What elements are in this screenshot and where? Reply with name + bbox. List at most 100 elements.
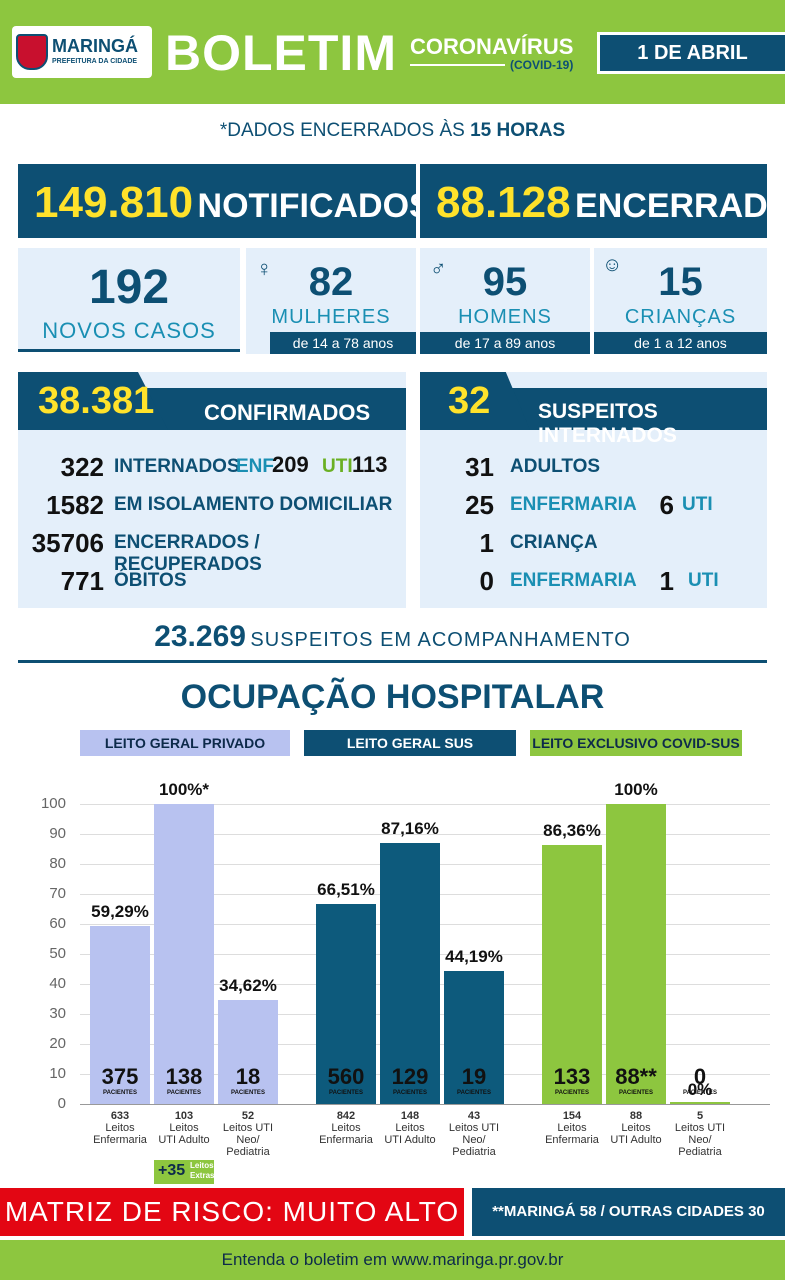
note-prefix: *DADOS ENCERRADOS ÀS	[219, 120, 471, 141]
adults-uti-label: UTI	[682, 494, 713, 515]
child-label: CRIANÇA	[510, 532, 598, 553]
bar-percent-label: 86,36%	[543, 820, 601, 840]
deaths-count: 771	[60, 566, 104, 596]
men-value: 95	[482, 260, 528, 304]
suspects-value: 32	[448, 380, 491, 422]
patients-count: 375	[101, 1064, 139, 1089]
suspects-section: 32 SUSPEITOS INTERNADOS 31 ADULTOS 25 EN…	[420, 372, 767, 608]
patients-label: PACIENTES	[103, 1090, 137, 1096]
child-uti-label: UTI	[688, 570, 719, 591]
y-tick-label: 80	[49, 855, 66, 872]
bar	[218, 1000, 278, 1104]
bed-category: Pediatria	[452, 1146, 496, 1158]
suspects-label: SUSPEITOS INTERNADOS	[538, 400, 677, 447]
man-icon: ♂	[430, 256, 447, 281]
beds-count: 148	[400, 1110, 420, 1122]
beds-count: 103	[174, 1110, 194, 1122]
patients-count: 0	[693, 1064, 707, 1089]
occupancy-chart: 0 10 20 30 40 50 60 70 80 90 100 LEITO GERAL PRIVAD…	[0, 726, 785, 1186]
hospitalized-label: INTERNADOS	[114, 456, 240, 477]
y-tick-label: 50	[49, 945, 66, 962]
women-value: 82	[308, 260, 354, 304]
y-tick-label: 90	[49, 825, 66, 842]
bar	[380, 842, 440, 1104]
patients-label: PACIENTES	[393, 1090, 427, 1096]
new-cases-value: 192	[88, 261, 170, 314]
patients-label: PACIENTES	[555, 1090, 589, 1096]
hospitalized-count: 322	[60, 452, 104, 482]
baby-icon: ☺	[602, 254, 623, 276]
notified-box: 149.810 NOTIFICADOS	[18, 164, 432, 238]
patients-count: 129	[391, 1064, 429, 1089]
patients-count: 560	[327, 1064, 365, 1089]
bed-category: UTI Adulto	[158, 1134, 210, 1146]
date-text: 1 DE ABRIL	[637, 42, 748, 64]
patients-label: PACIENTES	[457, 1090, 491, 1096]
bed-category: Leitos	[105, 1122, 135, 1134]
bed-category: Leitos	[557, 1122, 587, 1134]
extra-beds-value: +35	[158, 1162, 186, 1179]
beds-count: 842	[336, 1110, 356, 1122]
new-cases-card: 192 NOVOS CASOS	[18, 248, 240, 352]
logo-name: MARINGÁ	[52, 36, 138, 56]
header-bar: MARINGÁ PREFEITURA DA CIDADE BOLETIM COR…	[0, 0, 785, 104]
y-tick-label: 20	[49, 1035, 66, 1052]
closed-label: ENCERRADOS	[575, 187, 785, 225]
date-badge: 1 DE ABRIL	[597, 32, 785, 74]
deaths-label: ÓBITOS	[114, 570, 187, 591]
extra-beds-badge: +35 Leitos Extras	[154, 1160, 214, 1184]
bed-category: Neo/	[236, 1134, 260, 1146]
bed-category: Leitos	[621, 1122, 651, 1134]
bed-category: Enfermaria	[319, 1134, 373, 1146]
bar-percent-label: 44,19%	[445, 947, 503, 967]
adults-ward-count: 25	[465, 490, 494, 520]
cities-banner: **MARINGÁ 58 / OUTRAS CIDADES 30	[472, 1188, 785, 1236]
city-logo[interactable]: MARINGÁ PREFEITURA DA CIDADE	[12, 26, 152, 78]
extra-beds-label: Extras	[190, 1171, 215, 1180]
bed-category: Pediatria	[678, 1146, 722, 1158]
patients-count: 138	[165, 1064, 203, 1089]
divider	[410, 64, 505, 66]
bed-category: UTI Adulto	[610, 1134, 662, 1146]
footer: Entenda o boletim em www.maringa.pr.gov.…	[0, 1240, 785, 1280]
patients-count: 88**	[615, 1064, 657, 1089]
extra-beds-label: Leitos	[190, 1161, 214, 1170]
y-tick-label: 40	[49, 975, 66, 992]
isolation-label: EM ISOLAMENTO DOMICILIAR	[114, 494, 393, 515]
y-tick-label: 0	[57, 1095, 66, 1112]
bed-category: Neo/	[688, 1134, 712, 1146]
cities-text: **MARINGÁ 58 / OUTRAS CIDADES 30	[492, 1203, 765, 1220]
bar-percent-label: 59,29%	[91, 902, 149, 922]
patients-count: 18	[235, 1064, 261, 1089]
children-label: CRIANÇAS	[624, 306, 737, 328]
bar-percent-label: 100%	[614, 780, 658, 799]
note-hour: 15 HORAS	[470, 120, 566, 141]
risk-banner: MATRIZ DE RISCO: MUITO ALTO	[0, 1188, 464, 1236]
beds-count: 43	[467, 1110, 481, 1122]
confirmed-section: 38.381 CONFIRMADOS 322 INTERNADOS ENF. 2…	[18, 372, 406, 608]
crest-icon	[16, 34, 48, 70]
y-tick-label: 60	[49, 915, 66, 932]
child-uti-count: 1	[659, 566, 674, 596]
bar	[670, 1102, 730, 1104]
bar-percent-label: 87,16%	[381, 818, 439, 838]
bed-category: Leitos	[395, 1122, 425, 1134]
men-age: de 17 a 89 anos	[420, 332, 590, 354]
monitoring-line: 23.269 SUSPEITOS EM ACOMPANHAMENTO	[0, 620, 785, 654]
footer-link[interactable]: Entenda o boletim em www.maringa.pr.gov.…	[221, 1250, 564, 1269]
bar-percent-label: 100%*	[158, 780, 210, 799]
group-header: LEITO GERAL PRIVADO	[80, 730, 290, 756]
closed-box: 88.128 ENCERRADOS	[420, 164, 785, 238]
bed-category: Leitos UTI	[448, 1122, 500, 1134]
child-count: 1	[479, 528, 494, 558]
child-ward-label: ENFERMARIA	[510, 570, 637, 591]
notified-value: 149.810	[34, 178, 194, 227]
bed-category: Leitos UTI	[222, 1122, 274, 1134]
children-value: 15	[658, 260, 703, 304]
isolation-count: 1582	[46, 490, 104, 520]
patients-label: PACIENTES	[167, 1090, 201, 1096]
notified-label: NOTIFICADOS	[197, 187, 432, 225]
child-ward-count: 0	[479, 566, 494, 596]
bed-category: Enfermaria	[93, 1134, 147, 1146]
bed-category: Leitos UTI	[674, 1122, 726, 1134]
